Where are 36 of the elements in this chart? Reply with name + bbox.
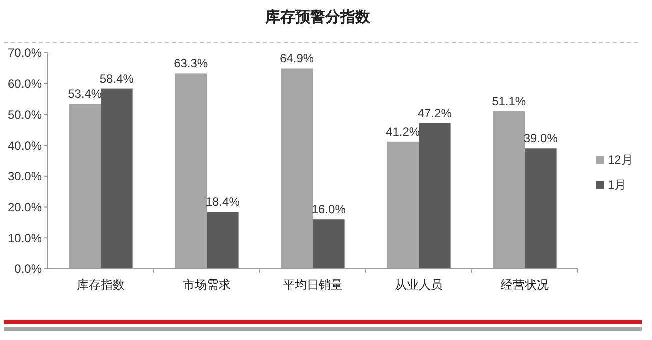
x-tick-label: 经营状况 xyxy=(501,278,549,292)
bar xyxy=(313,220,345,269)
bar xyxy=(101,88,133,269)
x-tick-label: 库存指数 xyxy=(77,278,125,292)
text: 18.4% xyxy=(206,195,240,210)
bar xyxy=(281,68,313,269)
bar xyxy=(387,142,419,269)
text: 58.4% xyxy=(100,72,134,86)
y-tick-label: 60.0% xyxy=(8,77,42,92)
y-tick-label: 10.0% xyxy=(8,231,42,246)
legend-label: 1月 xyxy=(608,178,627,192)
y-tick-label: 70.0% xyxy=(8,46,42,60)
text: 64.9% xyxy=(280,52,314,66)
text: 51.1% xyxy=(492,94,526,108)
y-tick-label: 40.0% xyxy=(8,138,42,153)
bar xyxy=(525,148,557,269)
bar xyxy=(175,74,207,269)
x-tick-label: 从业人员 xyxy=(395,278,443,292)
bar xyxy=(207,212,239,269)
legend-label: 12月 xyxy=(608,153,634,168)
y-tick-label: 0.0% xyxy=(14,262,42,276)
y-tick-label: 20.0% xyxy=(8,200,42,214)
text: 47.2% xyxy=(418,106,452,120)
text: 16.0% xyxy=(312,202,346,217)
x-tick-label: 平均日销量 xyxy=(283,278,343,292)
y-tick-label: 30.0% xyxy=(8,170,42,184)
bar xyxy=(493,111,525,269)
y-tick-label: 50.0% xyxy=(8,108,42,122)
chart-title: 库存预警分指数 xyxy=(264,8,372,26)
bar xyxy=(419,123,451,269)
text: 63.3% xyxy=(174,56,208,71)
x-tick-label: 市场需求 xyxy=(183,278,231,292)
text: 39.0% xyxy=(524,132,558,146)
text: 53.4% xyxy=(68,87,102,102)
bar xyxy=(69,104,101,269)
text: 41.2% xyxy=(386,124,420,139)
